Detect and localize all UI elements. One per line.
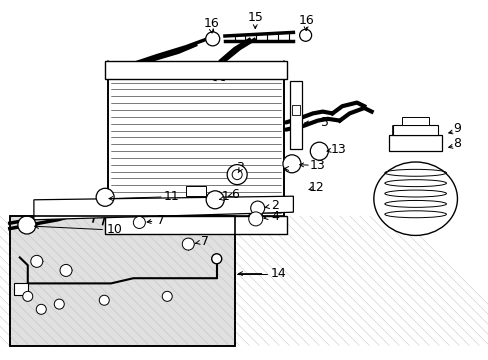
Text: 10: 10: [107, 223, 122, 236]
Text: 6: 6: [230, 188, 238, 201]
Text: 2: 2: [270, 199, 278, 212]
Text: 15: 15: [247, 11, 263, 24]
Bar: [10, 216, 234, 346]
Circle shape: [310, 142, 327, 160]
Circle shape: [211, 254, 221, 264]
Circle shape: [299, 29, 311, 41]
Circle shape: [60, 265, 72, 276]
Bar: [107, 79, 283, 216]
Circle shape: [96, 188, 114, 206]
Circle shape: [23, 291, 33, 301]
Circle shape: [283, 155, 300, 173]
Circle shape: [206, 191, 224, 209]
Text: 16: 16: [298, 14, 313, 27]
Ellipse shape: [373, 162, 457, 235]
Circle shape: [54, 299, 64, 309]
Circle shape: [31, 255, 42, 267]
Circle shape: [227, 165, 246, 185]
Circle shape: [182, 238, 194, 250]
Circle shape: [36, 304, 46, 314]
Text: 9: 9: [452, 122, 460, 135]
Text: 11: 11: [214, 190, 230, 203]
Circle shape: [250, 201, 264, 215]
Circle shape: [232, 170, 242, 180]
Bar: [10, 216, 234, 346]
Bar: [290, 81, 302, 149]
Circle shape: [162, 291, 172, 301]
Text: 16: 16: [203, 17, 219, 30]
Text: 5: 5: [321, 116, 328, 129]
Bar: [14, 283, 28, 296]
Circle shape: [133, 216, 145, 229]
Text: 11: 11: [163, 190, 179, 203]
Circle shape: [99, 295, 109, 305]
Text: 14: 14: [270, 267, 286, 280]
Bar: [392, 125, 437, 135]
Bar: [292, 105, 300, 115]
Polygon shape: [34, 196, 293, 220]
Circle shape: [18, 216, 36, 234]
Circle shape: [205, 32, 219, 46]
Bar: [104, 61, 286, 79]
Text: 4: 4: [270, 210, 278, 223]
Text: 3: 3: [235, 161, 243, 174]
Bar: [185, 186, 205, 196]
Text: 13: 13: [330, 143, 346, 156]
Bar: [402, 117, 428, 125]
Text: 1: 1: [289, 162, 297, 175]
Text: 8: 8: [452, 137, 460, 150]
Circle shape: [248, 212, 262, 226]
Text: 13: 13: [309, 159, 325, 172]
Bar: [388, 135, 441, 151]
Bar: [104, 216, 286, 234]
Text: 7: 7: [201, 235, 209, 248]
Text: 7: 7: [157, 214, 165, 227]
Text: 12: 12: [308, 181, 324, 194]
